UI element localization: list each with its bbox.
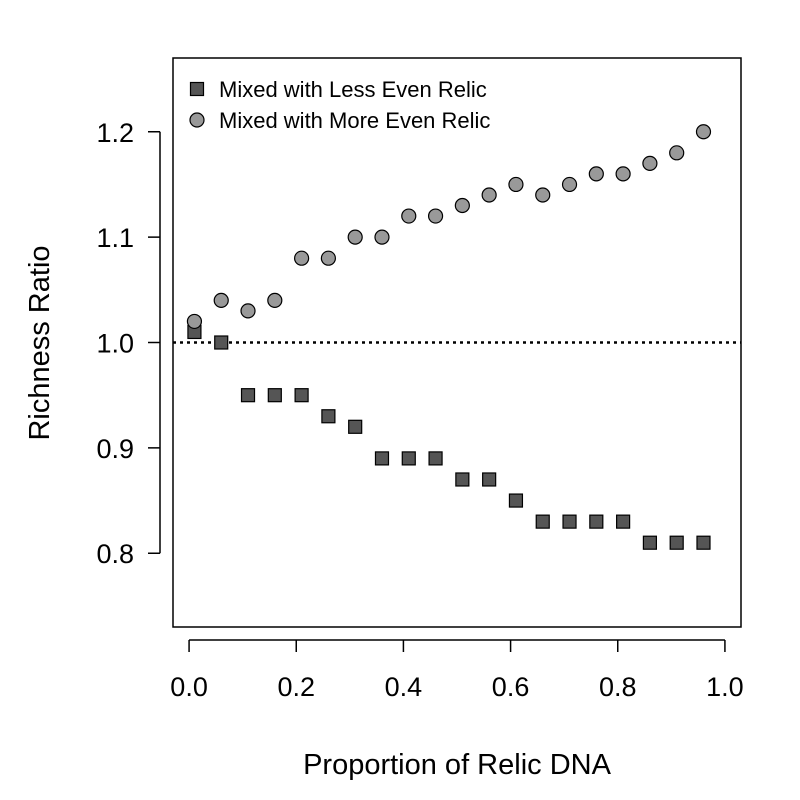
square-point (535, 514, 550, 529)
x-axis: 0.0 0.2 0.4 0.6 0.8 1.0 (170, 639, 744, 702)
square-point (348, 419, 363, 434)
square-point (374, 451, 390, 466)
circle-point (481, 187, 497, 203)
circle-point (535, 187, 551, 203)
circle-point (267, 292, 283, 308)
square-point (401, 451, 416, 466)
square-point (240, 388, 256, 403)
y-tick-label: 1.0 (96, 329, 134, 359)
square-point (642, 535, 658, 550)
legend-label: Mixed with More Even Relic (219, 108, 490, 133)
legend-label: Mixed with Less Even Relic (219, 77, 487, 102)
y-axis-title: Richness Ratio (24, 245, 56, 440)
square-point (321, 409, 336, 424)
legend: Mixed with Less Even Relic Mixed with Mor… (189, 77, 490, 133)
data-points (186, 124, 712, 550)
square-point (267, 388, 282, 403)
y-tick-label: 1.2 (96, 118, 134, 148)
y-tick-label: 0.8 (96, 539, 134, 569)
square-point (294, 388, 309, 403)
x-tick-label: 1.0 (706, 672, 744, 702)
circle-point (401, 208, 417, 224)
square-point (482, 472, 497, 487)
circle-point (240, 303, 256, 319)
x-tick-label: 0.2 (277, 672, 315, 702)
x-tick-label: 0.0 (170, 672, 208, 702)
square-point (669, 535, 684, 550)
circle-point (454, 197, 470, 214)
square-point (508, 493, 524, 508)
circle-point (669, 145, 685, 161)
circle-point (320, 250, 336, 266)
square-point (589, 514, 604, 529)
y-tick-label: 0.9 (96, 434, 134, 464)
circle-point (508, 176, 524, 193)
square-point (455, 472, 470, 487)
circle-point (695, 124, 712, 140)
y-axis: 0.8 0.9 1.0 1.1 1.2 (96, 118, 161, 569)
circle-point (186, 313, 203, 330)
circle-point (374, 229, 390, 245)
x-tick-label: 0.6 (492, 672, 530, 702)
circle-point (427, 208, 444, 224)
square-point (616, 514, 631, 529)
y-tick-label: 1.1 (96, 223, 134, 253)
circle-point (588, 166, 604, 182)
legend-marker (189, 81, 205, 97)
x-axis-title: Proportion of Relic DNA (303, 749, 611, 781)
legend-marker (189, 112, 205, 128)
square-point (562, 514, 577, 529)
circle-point (213, 292, 229, 308)
circle-point (642, 155, 658, 171)
x-tick-label: 0.4 (385, 672, 423, 702)
x-tick-label: 0.8 (599, 672, 637, 702)
circle-point (294, 250, 310, 266)
square-point (214, 335, 229, 350)
square-point (696, 535, 711, 550)
circle-point (561, 176, 578, 193)
circle-point (347, 229, 363, 245)
circle-point (615, 166, 631, 182)
square-point (428, 451, 443, 466)
